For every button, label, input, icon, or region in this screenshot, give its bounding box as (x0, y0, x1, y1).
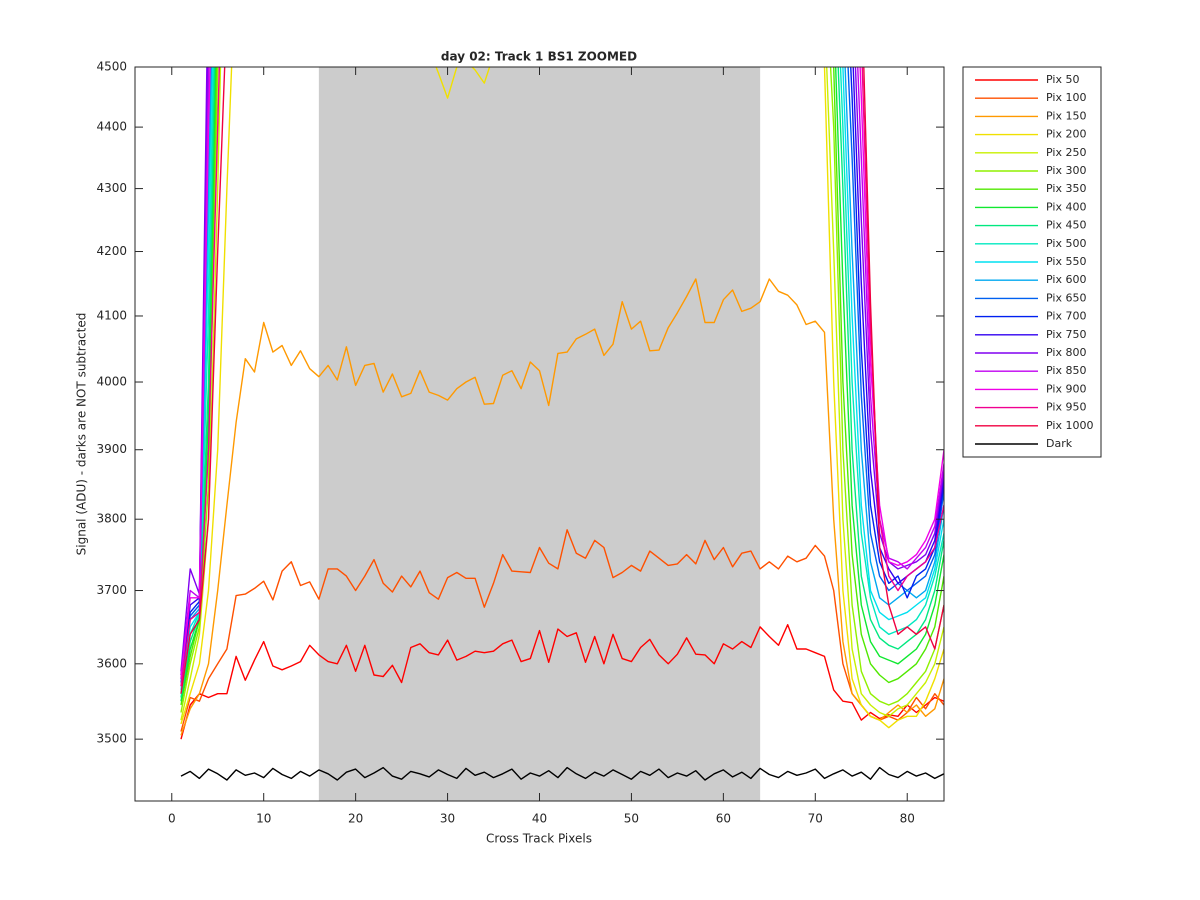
legend-label: Dark (1046, 437, 1073, 450)
chart-title: day 02: Track 1 BS1 ZOOMED (441, 50, 637, 64)
y-axis-label: Signal (ADU) - darks are NOT subtracted (75, 313, 89, 556)
legend-label: Pix 200 (1046, 128, 1086, 141)
series-line (180, 67, 944, 691)
legend-label: Pix 250 (1046, 146, 1086, 159)
series-line (180, 67, 944, 698)
x-tick-label: 60 (716, 812, 731, 826)
legend-label: Pix 550 (1046, 255, 1086, 268)
series-line (180, 67, 944, 713)
x-tick-label: 0 (168, 812, 176, 826)
y-tick-label: 4400 (96, 120, 127, 134)
legend-label: Pix 100 (1046, 91, 1086, 104)
legend-label: Pix 950 (1046, 401, 1086, 414)
y-tick-label: 3700 (96, 583, 127, 597)
legend-label: Pix 650 (1046, 291, 1086, 304)
legend-label: Pix 700 (1046, 310, 1086, 323)
legend-label: Pix 850 (1046, 364, 1086, 377)
legend-label: Pix 350 (1046, 182, 1086, 195)
plot-layer (180, 67, 944, 801)
legend-label: Pix 450 (1046, 219, 1086, 232)
y-tick-label: 3900 (96, 442, 127, 456)
legend-label: Pix 50 (1046, 73, 1079, 86)
legend-label: Pix 400 (1046, 200, 1086, 213)
y-tick-label: 4100 (96, 308, 127, 322)
y-tick-label: 3500 (96, 732, 127, 746)
x-tick-label: 40 (532, 812, 547, 826)
series-line (180, 67, 944, 702)
legend-label: Pix 500 (1046, 237, 1086, 250)
series-line (180, 67, 944, 694)
series-line (180, 278, 944, 736)
legend-label: Pix 900 (1046, 382, 1086, 395)
series-line (180, 67, 944, 687)
series-line (180, 67, 944, 729)
y-tick-label: 3600 (96, 656, 127, 670)
y-tick-label: 3800 (96, 512, 127, 526)
x-tick-label: 10 (256, 812, 271, 826)
shaded-region (318, 67, 761, 801)
series-line (180, 766, 944, 781)
legend-label: Pix 750 (1046, 328, 1086, 341)
y-tick-label: 4000 (96, 375, 127, 389)
x-tick-label: 70 (808, 812, 823, 826)
legend-label: Pix 800 (1046, 346, 1086, 359)
x-tick-label: 30 (440, 812, 455, 826)
series-line (180, 67, 944, 679)
x-tick-label: 80 (900, 812, 915, 826)
y-tick-label: 4200 (96, 244, 127, 258)
y-tick-label: 4500 (96, 60, 127, 74)
legend-label: Pix 1000 (1046, 419, 1093, 432)
legend-label: Pix 300 (1046, 164, 1086, 177)
series-line (180, 529, 944, 732)
x-tick-label: 20 (348, 812, 363, 826)
legend: Pix 50 Pix 100 Pix 150 Pix 200 Pix 250 Pix 30… (962, 66, 1102, 458)
legend-label: Pix 600 (1046, 273, 1086, 286)
y-tick-label: 4300 (96, 181, 127, 195)
series-line (180, 624, 944, 740)
x-axis-label: Cross Track Pixels (486, 832, 592, 846)
x-tick-label: 50 (624, 812, 639, 826)
axes-box (134, 66, 945, 802)
legend-label: Pix 150 (1046, 109, 1086, 122)
